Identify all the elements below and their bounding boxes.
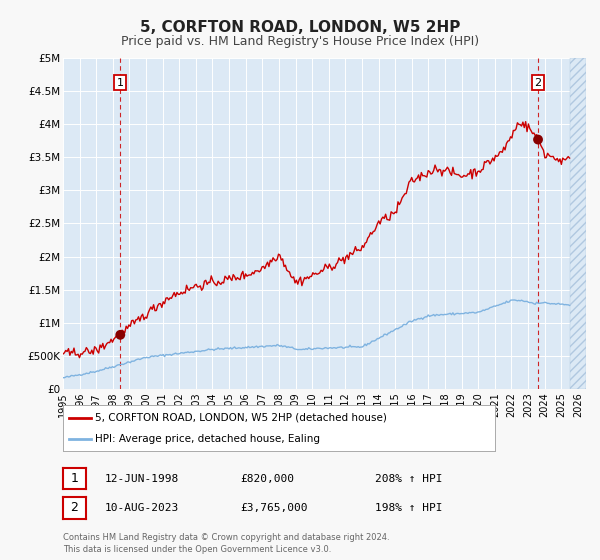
Text: 10-AUG-2023: 10-AUG-2023: [105, 503, 179, 513]
Text: 208% ↑ HPI: 208% ↑ HPI: [375, 474, 443, 484]
Text: 2: 2: [70, 501, 79, 515]
Text: £820,000: £820,000: [240, 474, 294, 484]
Text: 12-JUN-1998: 12-JUN-1998: [105, 474, 179, 484]
Text: 5, CORFTON ROAD, LONDON, W5 2HP: 5, CORFTON ROAD, LONDON, W5 2HP: [140, 20, 460, 35]
Text: 198% ↑ HPI: 198% ↑ HPI: [375, 503, 443, 513]
Text: Contains HM Land Registry data © Crown copyright and database right 2024.: Contains HM Land Registry data © Crown c…: [63, 533, 389, 542]
Text: 5, CORFTON ROAD, LONDON, W5 2HP (detached house): 5, CORFTON ROAD, LONDON, W5 2HP (detache…: [95, 413, 387, 423]
Point: [116, 330, 125, 339]
Text: 2: 2: [535, 78, 542, 88]
Text: Price paid vs. HM Land Registry's House Price Index (HPI): Price paid vs. HM Land Registry's House …: [121, 35, 479, 48]
Text: This data is licensed under the Open Government Licence v3.0.: This data is licensed under the Open Gov…: [63, 545, 331, 554]
Text: £3,765,000: £3,765,000: [240, 503, 308, 513]
Text: HPI: Average price, detached house, Ealing: HPI: Average price, detached house, Eali…: [95, 434, 320, 444]
Point: [533, 135, 543, 144]
Text: 1: 1: [117, 78, 124, 88]
Text: 1: 1: [70, 472, 79, 486]
